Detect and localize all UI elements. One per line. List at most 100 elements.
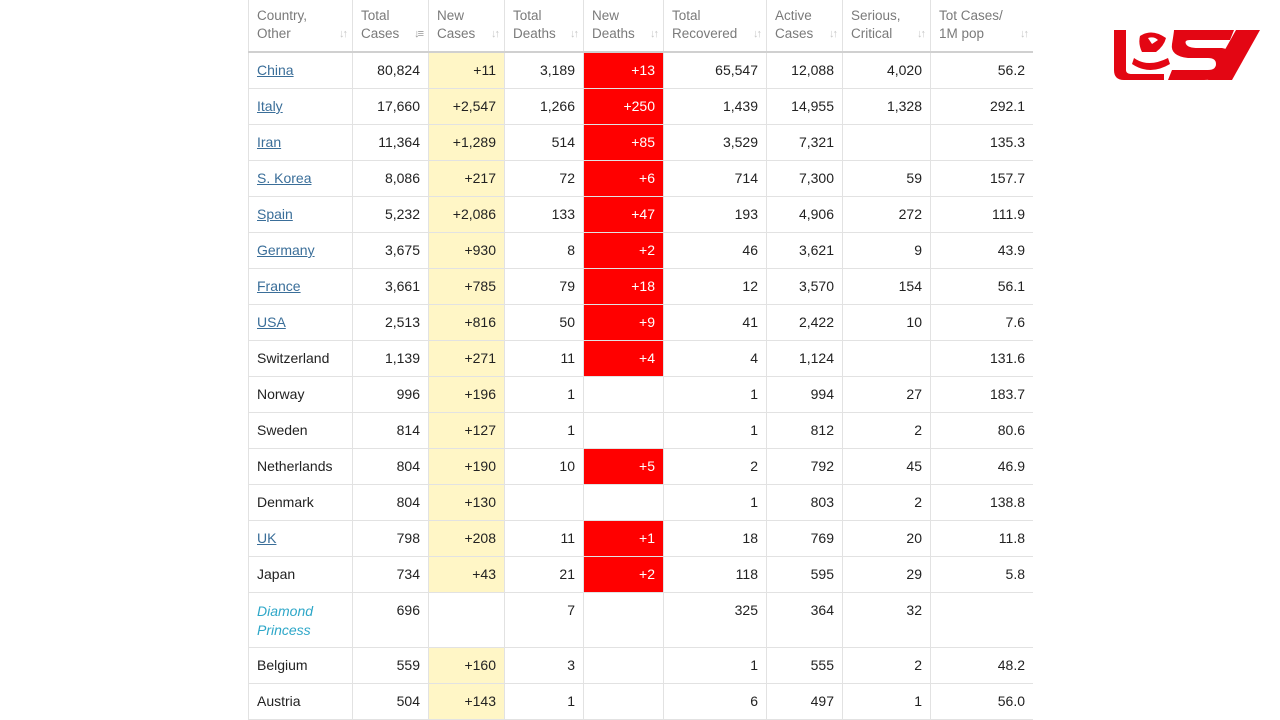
- country-cell[interactable]: Iran: [248, 124, 353, 161]
- total-deaths-cell: 11: [504, 520, 584, 557]
- tot-cases-per-million-cell: 111.9: [930, 196, 1033, 233]
- sort-arrows-icon[interactable]: ↓↑: [917, 28, 926, 40]
- total-recovered-cell: 4: [663, 340, 767, 377]
- total-cases-cell: 559: [352, 647, 429, 684]
- new-deaths-cell: +2: [583, 232, 664, 269]
- country-cell[interactable]: S. Korea: [248, 160, 353, 197]
- country-link[interactable]: Spain: [257, 206, 293, 222]
- new-deaths-cell: [583, 484, 664, 521]
- country-link[interactable]: China: [257, 62, 294, 79]
- tot-cases-per-million-cell: 43.9: [930, 232, 1033, 269]
- column-header-8[interactable]: Tot Cases/1M pop ↓↑: [930, 0, 1033, 53]
- total-deaths-cell: 50: [504, 304, 584, 341]
- serious-critical-cell: 1: [842, 683, 931, 720]
- new-cases-cell: +196: [428, 376, 505, 413]
- country-cell[interactable]: Spain: [248, 196, 353, 233]
- total-cases-cell: 1,139: [352, 340, 429, 377]
- total-deaths-cell: 7: [504, 592, 584, 648]
- total-cases-cell: 996: [352, 376, 429, 413]
- total-deaths-cell: 514: [504, 124, 584, 161]
- logo-e-inner: [1148, 37, 1158, 44]
- country-cell: Denmark: [248, 484, 353, 521]
- sort-arrows-icon[interactable]: ↓↑: [753, 28, 762, 40]
- new-deaths-cell: +47: [583, 196, 664, 233]
- column-header-line2: 1M pop: [939, 26, 985, 41]
- sort-arrows-icon[interactable]: ↓↑: [650, 28, 659, 40]
- serious-critical-cell: 10: [842, 304, 931, 341]
- new-cases-cell: +160: [428, 647, 505, 684]
- table-row: Iran 11,364 +1,289 514 +85 3,529 7,321 135.3: [248, 124, 1033, 161]
- country-name: Netherlands: [257, 458, 333, 474]
- country-link[interactable]: Germany: [257, 242, 315, 258]
- new-deaths-cell: [583, 376, 664, 413]
- country-link[interactable]: UK: [257, 530, 277, 546]
- total-deaths-cell: 1: [504, 412, 584, 449]
- column-header-2[interactable]: New Cases ↓↑: [428, 0, 505, 53]
- total-recovered-cell: 325: [663, 592, 767, 648]
- sort-arrows-icon[interactable]: ↓↑: [1020, 28, 1029, 40]
- sort-arrows-icon[interactable]: ↓↑: [339, 28, 348, 40]
- country-link[interactable]: Iran: [257, 134, 282, 150]
- column-header-3[interactable]: Total Deaths ↓↑: [504, 0, 584, 53]
- sort-arrows-icon[interactable]: ↓↑: [570, 28, 579, 40]
- serious-critical-cell: 2: [842, 484, 931, 521]
- country-link[interactable]: Italy: [257, 98, 283, 114]
- sort-arrows-icon[interactable]: ↓↑: [829, 28, 838, 40]
- active-cases-cell: 769: [766, 520, 843, 557]
- total-cases-cell: 734: [352, 556, 429, 593]
- active-cases-cell: 7,300: [766, 160, 843, 197]
- column-header-5[interactable]: Total Recovered ↓↑: [663, 0, 767, 53]
- column-header-line2: Cases: [437, 26, 476, 41]
- column-header-line2: Cases: [361, 26, 400, 41]
- column-header-line2: Recovered: [672, 26, 738, 41]
- sort-descending-icon[interactable]: ↓≡: [414, 28, 424, 40]
- new-cases-cell: +1,289: [428, 124, 505, 161]
- country-name: Austria: [257, 693, 301, 709]
- country-cell[interactable]: China: [248, 52, 353, 89]
- tot-cases-per-million-cell: 56.1: [930, 268, 1033, 305]
- column-header-6[interactable]: Active Cases ↓↑: [766, 0, 843, 53]
- country-link[interactable]: France: [257, 278, 301, 294]
- tot-cases-per-million-cell: 7.6: [930, 304, 1033, 341]
- total-recovered-cell: 1: [663, 647, 767, 684]
- tot-cases-per-million-cell: 157.7: [930, 160, 1033, 197]
- country-name: Belgium: [257, 657, 308, 673]
- table-row: Denmark 804 +130 1 803 2 138.8: [248, 484, 1033, 521]
- column-header-7[interactable]: Serious, Critical ↓↑: [842, 0, 931, 53]
- total-recovered-cell: 65,547: [663, 52, 767, 89]
- new-cases-cell: +11: [428, 52, 505, 89]
- country-cell[interactable]: Germany: [248, 232, 353, 269]
- column-header-line1: Country,: [257, 8, 308, 23]
- table-body: China 80,824 +11 3,189 +13 65,547 12,088 4,020 5…: [248, 52, 1033, 720]
- new-deaths-cell: +85: [583, 124, 664, 161]
- serious-critical-cell: 27: [842, 376, 931, 413]
- total-recovered-cell: 193: [663, 196, 767, 233]
- sort-arrows-icon[interactable]: ↓↑: [491, 28, 500, 40]
- active-cases-cell: 2,422: [766, 304, 843, 341]
- active-cases-cell: 12,088: [766, 52, 843, 89]
- active-cases-cell: 3,621: [766, 232, 843, 269]
- tot-cases-per-million-cell: 11.8: [930, 520, 1033, 557]
- total-cases-cell: 11,364: [352, 124, 429, 161]
- total-deaths-cell: 21: [504, 556, 584, 593]
- country-cell[interactable]: USA: [248, 304, 353, 341]
- country-link[interactable]: USA: [257, 314, 286, 330]
- column-header-4[interactable]: New Deaths ↓↑: [583, 0, 664, 53]
- total-deaths-cell: 1: [504, 376, 584, 413]
- total-deaths-cell: 1,266: [504, 88, 584, 125]
- new-deaths-cell: [583, 683, 664, 720]
- column-header-0[interactable]: Country, Other ↓↑: [248, 0, 353, 53]
- country-cell: Norway: [248, 376, 353, 413]
- total-cases-cell: 80,824: [352, 52, 429, 89]
- country-link[interactable]: S. Korea: [257, 170, 312, 186]
- serious-critical-cell: 29: [842, 556, 931, 593]
- serious-critical-cell: [842, 340, 931, 377]
- country-cell[interactable]: France: [248, 268, 353, 305]
- country-cell[interactable]: UK: [248, 520, 353, 557]
- serious-critical-cell: 45: [842, 448, 931, 485]
- new-deaths-cell: [583, 592, 664, 648]
- column-header-line1: New: [592, 8, 620, 23]
- total-recovered-cell: 1: [663, 412, 767, 449]
- column-header-1[interactable]: Total Cases ↓≡: [352, 0, 429, 53]
- country-cell[interactable]: Italy: [248, 88, 353, 125]
